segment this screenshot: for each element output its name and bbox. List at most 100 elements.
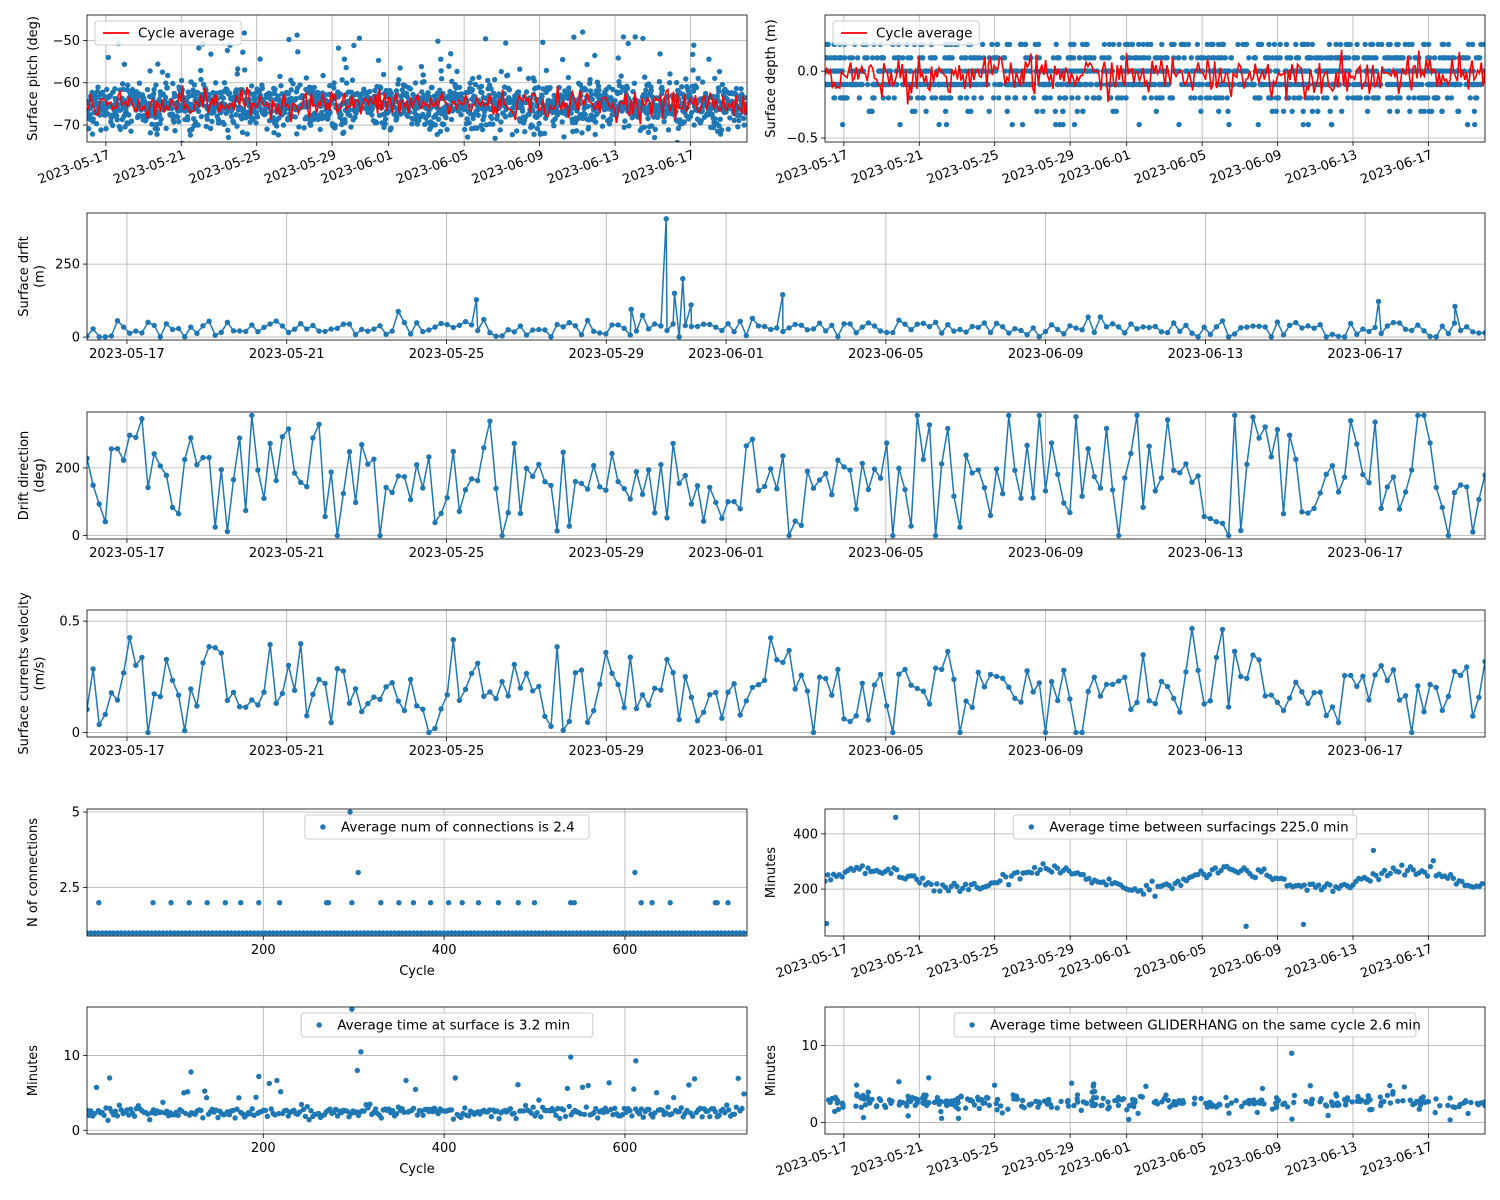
data-point xyxy=(410,1105,417,1112)
data-point xyxy=(212,332,218,338)
data-point xyxy=(932,81,938,88)
data-point xyxy=(1138,81,1145,88)
data-point xyxy=(997,878,1003,884)
data-point xyxy=(87,126,92,132)
data-point xyxy=(712,1109,719,1115)
data-point xyxy=(285,662,292,669)
data-point xyxy=(371,326,377,332)
data-point xyxy=(418,930,424,936)
data-point xyxy=(990,55,997,61)
data-point xyxy=(218,466,224,473)
data-point xyxy=(157,693,163,700)
data-point xyxy=(446,63,452,69)
data-point xyxy=(261,689,267,695)
data-point xyxy=(1165,81,1171,88)
data-point xyxy=(133,662,139,668)
data-point xyxy=(1339,108,1345,115)
data-point xyxy=(657,930,664,936)
data-point xyxy=(1256,323,1262,329)
data-point xyxy=(1177,328,1183,334)
data-point xyxy=(649,900,655,906)
data-point xyxy=(1019,121,1026,128)
data-point xyxy=(169,105,175,112)
data-point xyxy=(655,112,661,119)
data-point xyxy=(1119,55,1126,61)
data-point xyxy=(1457,482,1464,488)
data-point xyxy=(467,930,474,936)
data-point xyxy=(1143,882,1150,889)
data-point xyxy=(483,930,489,936)
data-point xyxy=(835,666,841,673)
data-point xyxy=(714,93,720,99)
data-point xyxy=(531,78,537,84)
data-point xyxy=(725,499,731,505)
data-point xyxy=(110,930,117,936)
data-point xyxy=(481,693,487,699)
data-point xyxy=(479,89,485,96)
data-point xyxy=(534,1110,540,1116)
legend-label: Cycle average xyxy=(138,26,234,42)
data-point xyxy=(1216,108,1222,115)
data-point xyxy=(804,468,811,474)
data-point xyxy=(902,321,908,327)
data-pitch xyxy=(87,29,747,142)
data-point xyxy=(296,1109,303,1115)
data-point xyxy=(587,77,593,83)
data-point xyxy=(638,1106,645,1112)
data-point xyxy=(987,512,994,519)
data-point xyxy=(304,713,310,719)
grid-gliderhang xyxy=(825,1007,1485,1134)
data-point xyxy=(1071,121,1078,128)
data-point xyxy=(1024,668,1030,674)
data-point xyxy=(200,323,206,329)
data-point xyxy=(644,110,651,117)
data-point xyxy=(407,86,414,92)
data-point xyxy=(926,701,933,707)
data-point xyxy=(291,470,298,476)
data-point xyxy=(1360,471,1366,478)
data-point xyxy=(1366,480,1372,486)
data-point xyxy=(1245,81,1251,88)
data-point xyxy=(272,86,278,93)
x-tick-label: 2023-06-05 xyxy=(1132,942,1208,982)
data-point xyxy=(559,119,565,125)
data-point xyxy=(105,1117,111,1124)
data-point xyxy=(707,1113,713,1120)
data-point xyxy=(1284,55,1290,61)
data-point xyxy=(1390,474,1397,480)
data-point xyxy=(884,329,890,336)
data-point xyxy=(1030,495,1036,501)
data-point xyxy=(667,900,673,906)
data-point xyxy=(184,1089,191,1095)
data-point xyxy=(1106,876,1112,882)
data-point xyxy=(1146,443,1152,449)
data-point xyxy=(414,462,420,468)
data-point xyxy=(213,80,219,86)
data-point xyxy=(486,930,493,936)
axes-frame xyxy=(824,14,1486,143)
data-point xyxy=(1213,654,1220,661)
data-point xyxy=(557,1115,563,1122)
data-point xyxy=(292,114,298,120)
data-point xyxy=(327,930,333,936)
data-point xyxy=(653,930,660,936)
data-point xyxy=(1034,108,1040,115)
data-point xyxy=(1116,532,1122,539)
data-point xyxy=(713,499,719,506)
data-point xyxy=(468,476,475,482)
data-point xyxy=(618,73,624,79)
data-point xyxy=(230,328,237,334)
data-point xyxy=(346,700,353,706)
data-point xyxy=(580,29,586,35)
data-point xyxy=(1054,865,1061,871)
x-tick-label: 600 xyxy=(613,1141,638,1156)
data-point xyxy=(174,114,181,120)
data-point xyxy=(1042,488,1049,494)
data-point xyxy=(932,665,939,671)
data-point xyxy=(1409,41,1415,48)
data-point xyxy=(1459,878,1465,885)
data-point xyxy=(242,67,248,73)
data-point xyxy=(831,95,837,101)
